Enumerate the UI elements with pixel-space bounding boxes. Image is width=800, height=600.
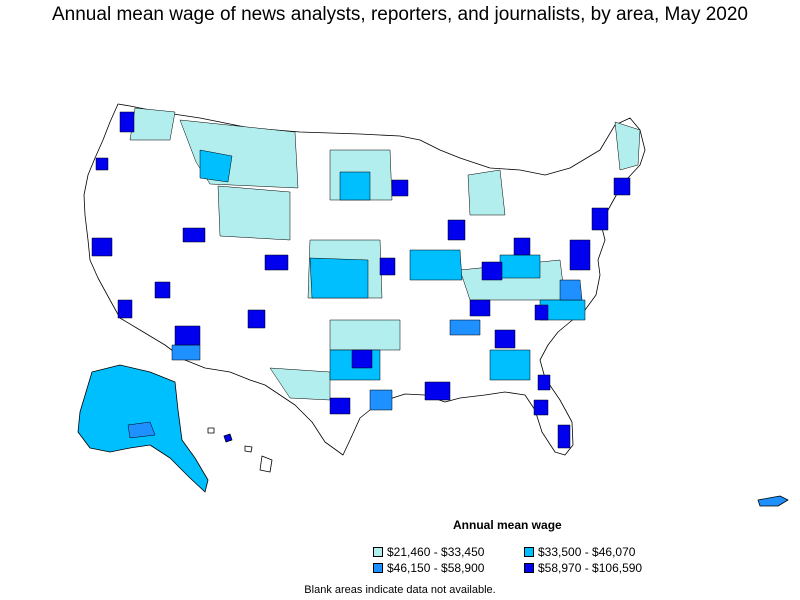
legend-label-1: $21,460 - $33,450 [387,545,485,559]
region-alaska-south [127,421,156,439]
legend-swatch-4 [524,563,534,573]
hawaii-maui [244,445,253,453]
metro-chicago [447,219,466,241]
metro-las-vegas [154,281,171,299]
hawaii-oahu [223,433,233,443]
metro-seattle [119,111,135,133]
footnote: Blank areas indicate data not available. [304,584,496,596]
metro-austin [329,397,351,415]
metro-charlotte [534,304,549,321]
metro-washington-dc [569,239,591,271]
region-kentucky [499,254,541,279]
region-washington [129,107,176,141]
metro-st-louis [379,257,396,276]
region-missouri [409,249,463,281]
region-idaho [199,149,233,183]
legend-title: Annual mean wage [453,518,562,532]
metro-new-orleans [424,381,451,401]
metro-orlando [537,374,551,391]
legend-item-3: $46,150 - $58,900 [373,561,484,575]
metro-tampa [533,399,549,416]
legend-swatch-2 [524,547,534,557]
region-maine [614,121,641,171]
metro-detroit [513,237,531,256]
metro-minneapolis [391,179,409,197]
legend-swatch-3 [373,563,383,573]
puerto-rico [757,495,789,507]
legend-item-4: $58,970 - $106,590 [524,561,642,575]
metro-indianapolis [481,261,503,281]
legend-item-2: $33,500 - $46,070 [524,545,635,559]
metro-san-francisco [91,237,113,257]
metro-boston [613,177,631,196]
map-title: Annual mean wage of news analysts, repor… [52,4,748,25]
metro-denver [264,254,289,271]
legend-label-2: $33,500 - $46,070 [538,545,636,559]
metro-portland [95,157,109,171]
region-tennessee [449,319,481,336]
legend-swatch-1 [373,547,383,557]
region-georgia [489,349,531,381]
region-arizona-south [171,344,201,361]
metro-salt-lake [182,227,206,243]
metro-albuquerque [247,309,266,329]
metro-nashville [469,299,491,317]
legend-label-4: $58,970 - $106,590 [538,561,643,575]
region-houston [369,389,393,411]
region-oklahoma [329,319,401,351]
metro-miami [557,424,571,449]
hawaii-kauai [207,427,215,434]
metro-los-angeles [117,299,133,319]
metro-new-york [591,207,609,231]
metro-phoenix [174,325,201,346]
region-michigan [467,169,506,216]
region-minnesota [339,171,371,201]
metro-atlanta [494,329,516,349]
region-kansas [309,257,369,299]
region-wyoming [217,185,291,241]
legend-item-1: $21,460 - $33,450 [373,545,484,559]
hawaii-big-island [259,455,273,473]
metro-dallas [351,349,373,369]
region-virginia [559,279,583,301]
legend-label-3: $46,150 - $58,900 [387,561,485,575]
